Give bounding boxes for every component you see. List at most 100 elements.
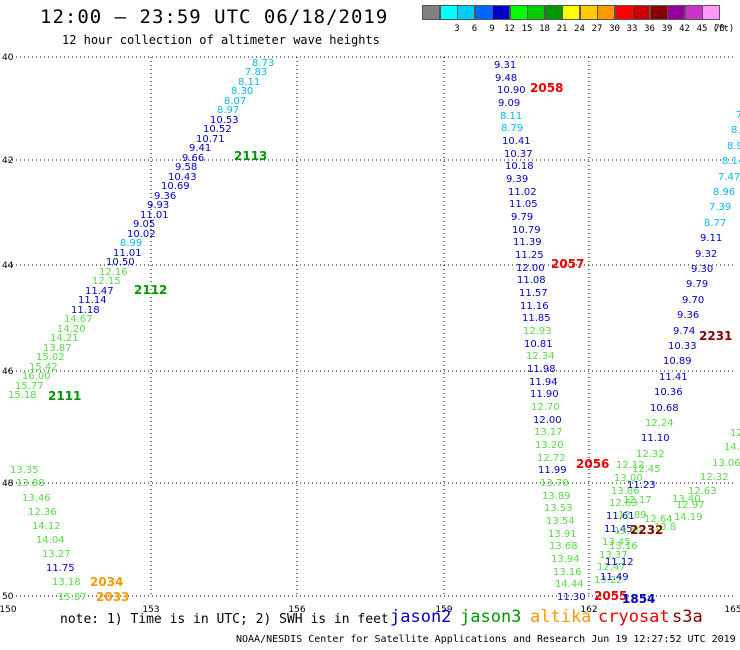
wave-height-label: 9.11 [700, 233, 722, 244]
lat-lon-grid [8, 56, 733, 597]
wave-height-label: 13.49 [614, 526, 643, 537]
scale-swatch [509, 5, 528, 20]
wave-height-label: 12.93 [523, 326, 552, 337]
wave-height-label: 9.41 [189, 143, 211, 154]
x-tick-label: 159 [435, 605, 452, 615]
wave-height-label: 8.73 [252, 58, 274, 69]
time-label: 2232 [630, 523, 663, 537]
wave-height-label: 11.85 [522, 313, 551, 324]
time-label: 1854 [622, 592, 655, 606]
y-tick-label: 48 [2, 479, 14, 489]
wave-height-labels: 8.737.838.118.308.078.9710.5310.5210.719… [8, 58, 740, 606]
footer-credit: NOAA/NESDIS Center for Satellite Applica… [236, 634, 736, 645]
scale-label: 24 [574, 24, 585, 34]
wave-height-label: 11.12 [605, 557, 634, 568]
scale-swatch [702, 5, 720, 20]
wave-height-label: 11.16 [520, 301, 549, 312]
scale-swatch [422, 5, 440, 20]
wave-height-label: 14.12 [32, 521, 61, 532]
time-label: 2033 [96, 590, 129, 604]
legend-item-jason3: jason3 [460, 607, 522, 627]
wave-height-label: 11.47 [85, 286, 114, 297]
wave-height-label: 10.33 [668, 341, 697, 352]
wave-height-label: 9.32 [695, 249, 717, 260]
wave-height-label: 13.54 [546, 516, 575, 527]
scale-swatch [684, 5, 703, 20]
wave-height-label: 11.01 [113, 248, 142, 259]
x-tick-label: 156 [288, 605, 305, 615]
wave-height-label: 15.18 [8, 390, 37, 401]
scale-swatch [492, 5, 510, 20]
scale-swatch [562, 5, 580, 20]
wave-height-label: 13.16 [609, 541, 638, 552]
scale-swatch [544, 5, 563, 20]
wave-height-label: 12.47 [597, 562, 626, 573]
wave-height-label: 13.27 [42, 549, 71, 560]
scale-label: 39 [661, 24, 673, 34]
wave-height-label: 8.07 [224, 96, 246, 107]
time-label: 2057 [551, 257, 584, 271]
wave-height-label: 13.40 [672, 494, 701, 505]
wave-height-label: 10.81 [524, 339, 553, 350]
wave-height-label: 12.32 [700, 472, 729, 483]
wave-height-label: 11.45 [604, 524, 633, 535]
wave-height-label: 11.30 [557, 592, 586, 603]
wave-height-label: 16.00 [22, 371, 51, 382]
wave-height-label: 9.31 [494, 60, 516, 71]
scale-label: 36 [644, 24, 655, 34]
wave-height-label: 12.17 [623, 495, 652, 506]
wave-height-label: 15.02 [36, 352, 65, 363]
scale-label: 18 [539, 24, 550, 34]
wave-height-label: 12.63 [688, 486, 717, 497]
wave-height-label: 13.88 [16, 478, 45, 489]
y-tick-label: 42 [2, 156, 13, 166]
wave-height-label: 14. [724, 442, 740, 453]
wave-height-label: 8.77 [704, 218, 726, 229]
wave-height-label: 12.24 [645, 418, 674, 429]
scale-swatch [667, 5, 685, 20]
wave-height-label: 12.12 [616, 460, 645, 471]
x-tick-label: 153 [142, 605, 159, 615]
scale-label: 15 [521, 24, 533, 34]
wave-height-label: 8.97 [217, 105, 239, 116]
wave-height-label: 12.00 [533, 415, 562, 426]
wave-height-label: 12.00 [516, 263, 545, 274]
wave-height-label: 10.71 [196, 134, 225, 145]
scale-label: 27 [591, 24, 603, 34]
wave-height-label: 14.21 [50, 333, 79, 344]
scale-swatch [457, 5, 475, 20]
wave-height-label: 11.18 [71, 305, 100, 316]
wave-height-label: 11.05 [509, 199, 538, 210]
wave-height-label: 14.44 [555, 579, 584, 590]
scale-label: 33 [626, 24, 638, 34]
wave-height-label: 13.00 [614, 473, 643, 484]
wave-height-label: 7.39 [709, 202, 731, 213]
wave-height-label: 13.17 [534, 427, 563, 438]
wave-height-label: 13.45 [602, 537, 631, 548]
wave-height-label: 13.8 [654, 522, 676, 533]
time-label: 2111 [48, 389, 81, 403]
wave-height-label: 10.79 [512, 225, 541, 236]
y-tick-label: 40 [2, 53, 14, 63]
scale-swatch [632, 5, 650, 20]
wave-height-label: 11.10 [641, 433, 670, 444]
scale-swatch [649, 5, 668, 20]
wave-height-label: 9.30 [691, 264, 713, 275]
wave-height-label: 13.94 [551, 554, 580, 565]
wave-height-label: 9.36 [677, 310, 699, 321]
wave-height-label: 8.96 [713, 187, 735, 198]
wave-height-label: 11.39 [513, 237, 542, 248]
wave-height-label: 9.48 [495, 73, 517, 84]
wave-height-label: 10.52 [203, 124, 232, 135]
wave-height-label: 13.70 [540, 478, 569, 489]
wave-height-label: 12.16 [99, 267, 128, 278]
time-label: 2055 [594, 589, 627, 603]
wave-height-label: 15.87 [58, 592, 87, 603]
wave-height-label: 11.02 [508, 187, 537, 198]
wave-height-label: 13.16 [553, 567, 582, 578]
wave-height-label: 11.61 [606, 511, 635, 522]
wave-height-label: 13.35 [10, 465, 39, 476]
time-label: 2231 [699, 329, 732, 343]
wave-height-label: 11.94 [529, 377, 558, 388]
wave-height-label: 10.50 [106, 257, 135, 268]
